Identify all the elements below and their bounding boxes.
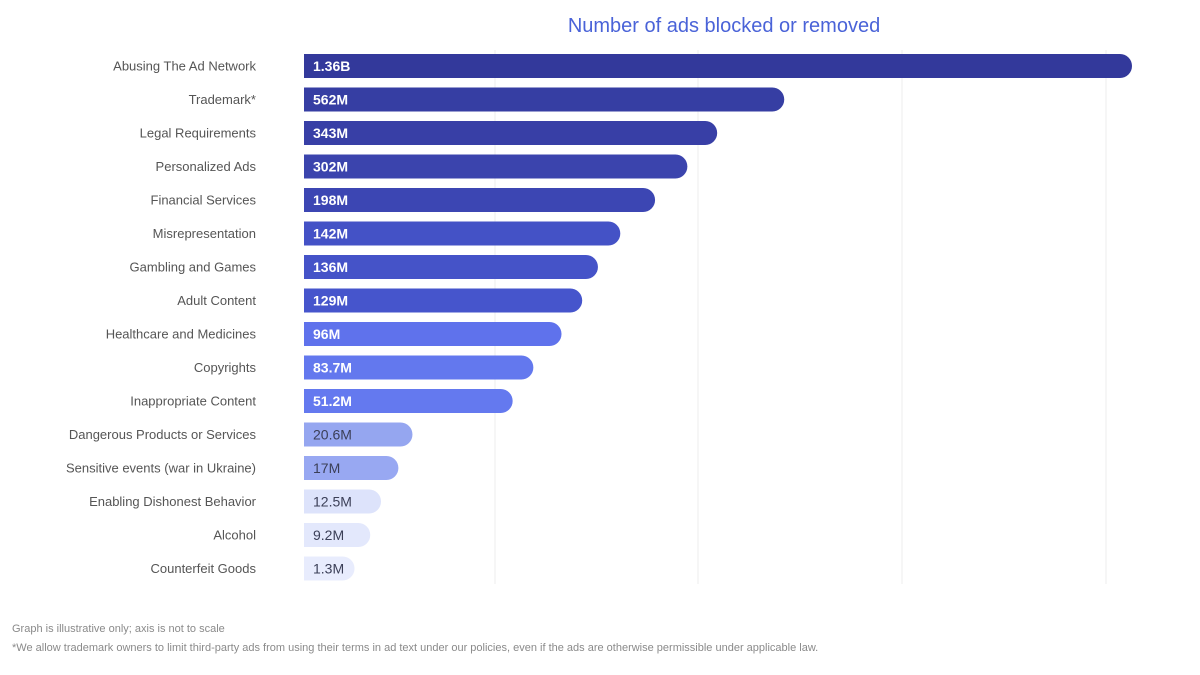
category-label: Trademark* (189, 92, 256, 107)
value-label: 12.5M (313, 494, 352, 510)
value-label: 1.36B (313, 58, 350, 74)
bar (304, 188, 656, 212)
bar (304, 54, 1132, 78)
category-label: Sensitive events (war in Ukraine) (66, 461, 256, 476)
value-label: 17M (313, 460, 340, 476)
bar (304, 489, 382, 514)
category-label: Misrepresentation (153, 226, 256, 241)
category-label: Personalized Ads (156, 159, 257, 174)
category-label: Abusing The Ad Network (113, 59, 256, 74)
category-label: Enabling Dishonest Behavior (89, 494, 257, 509)
bar (304, 288, 583, 313)
category-label: Gambling and Games (130, 260, 257, 275)
bars: Abusing The Ad Network 1.36B Trademark* 562… (66, 54, 1132, 581)
value-label: 96M (313, 326, 340, 342)
value-label: 562M (313, 92, 348, 108)
bar (304, 255, 598, 279)
value-label: 129M (313, 293, 348, 309)
value-label: 1.3M (313, 561, 344, 577)
category-label: Healthcare and Medicines (106, 327, 257, 342)
category-label: Counterfeit Goods (150, 561, 256, 576)
bar (304, 87, 785, 112)
bar (304, 422, 413, 447)
bar (304, 121, 718, 145)
value-label: 51.2M (313, 393, 352, 409)
bar (304, 154, 688, 179)
value-label: 343M (313, 125, 348, 141)
value-label: 9.2M (313, 527, 344, 543)
value-label: 136M (313, 259, 348, 275)
bar (304, 389, 513, 413)
category-label: Financial Services (151, 193, 257, 208)
bar (304, 221, 621, 246)
category-label: Adult Content (177, 293, 256, 308)
value-label: 20.6M (313, 427, 352, 443)
category-label: Alcohol (213, 528, 256, 543)
bar (304, 322, 562, 346)
scale-footnote: Graph is illustrative only; axis is not … (12, 623, 225, 635)
category-label: Inappropriate Content (130, 394, 256, 409)
value-label: 198M (313, 192, 348, 208)
bar (304, 523, 371, 547)
category-label: Legal Requirements (140, 126, 257, 141)
value-label: 142M (313, 226, 348, 242)
category-label: Dangerous Products or Services (69, 427, 257, 442)
bar (304, 456, 399, 480)
bar (304, 556, 355, 581)
bar (304, 355, 534, 380)
chart-title: Number of ads blocked or removed (568, 15, 880, 37)
trademark-footnote: *We allow trademark owners to limit thir… (12, 642, 819, 654)
value-label: 83.7M (313, 360, 352, 376)
category-label: Copyrights (194, 360, 257, 375)
value-label: 302M (313, 159, 348, 175)
